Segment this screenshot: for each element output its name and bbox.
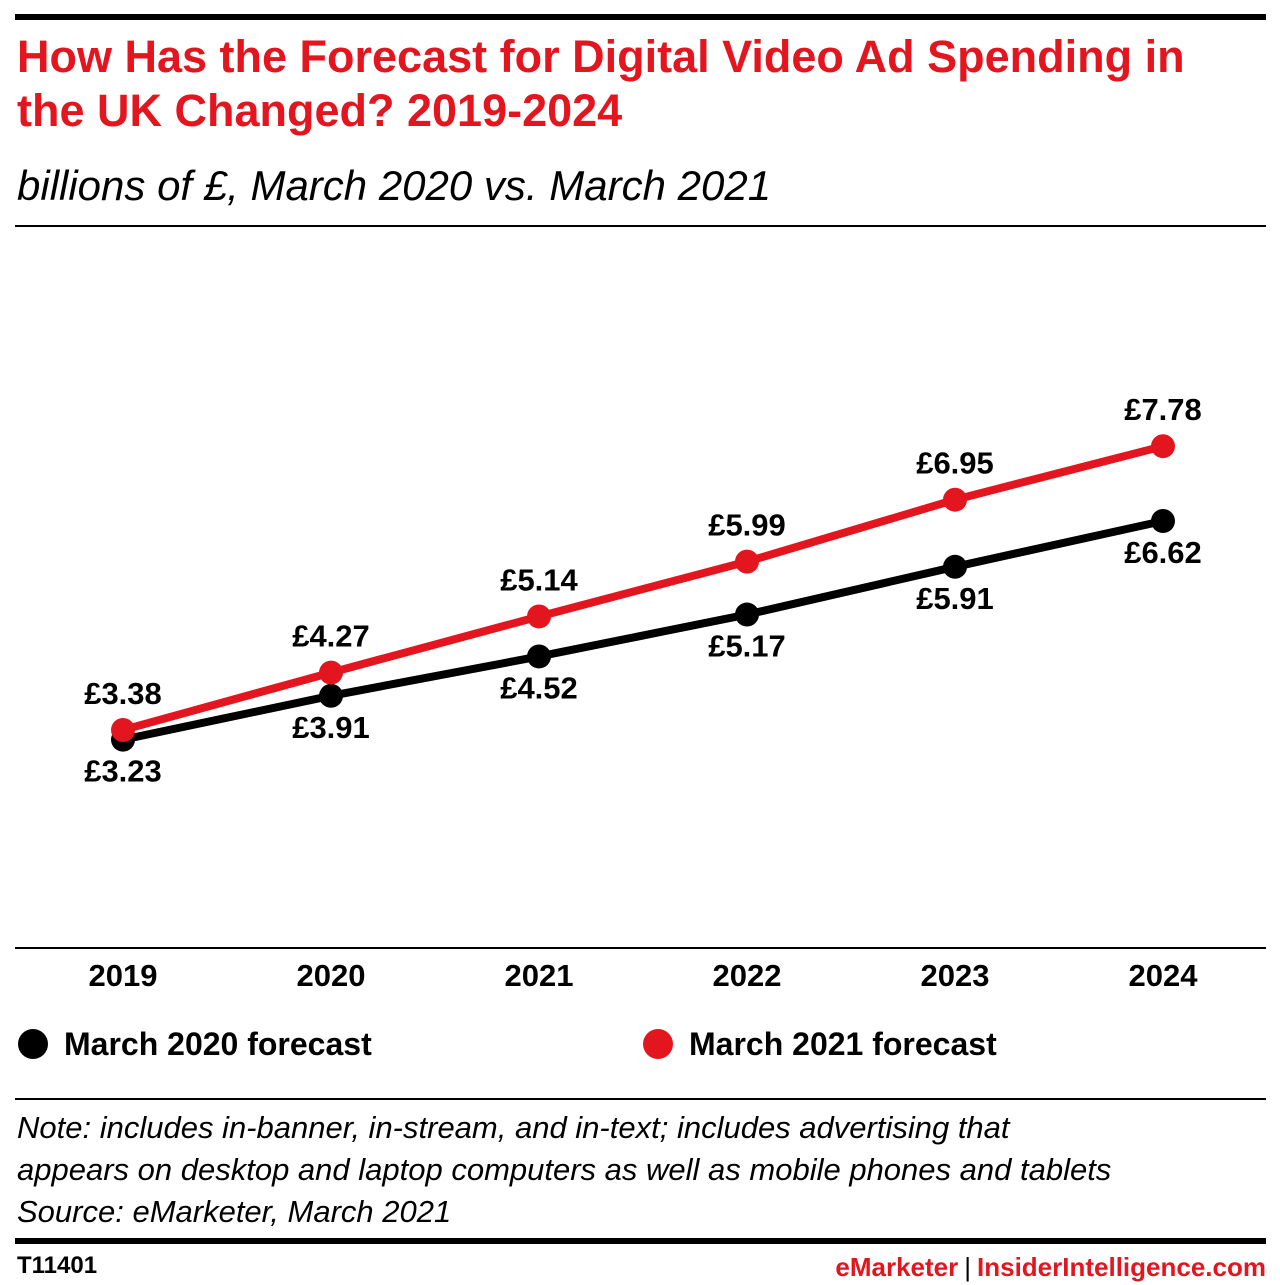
series-points bbox=[111, 434, 1175, 752]
legend-swatch-march-2021 bbox=[643, 1029, 673, 1059]
chart-subtitle: billions of £, March 2020 vs. March 2021 bbox=[17, 162, 772, 209]
x-tick-label-2024: 2024 bbox=[1129, 958, 1199, 993]
legend-label-march-2021: March 2021 forecast bbox=[689, 1025, 997, 1062]
data-label-march-2021-forecast-2022: £5.99 bbox=[708, 508, 786, 543]
chart-note: Note: includes in-banner, in-stream, and… bbox=[17, 1107, 1267, 1233]
x-tick-label-2021: 2021 bbox=[505, 958, 574, 993]
data-label-march-2021-forecast-2023: £6.95 bbox=[916, 446, 994, 481]
data-point-march-2020-forecast-2021 bbox=[527, 644, 551, 669]
x-tick-label-2020: 2020 bbox=[297, 958, 366, 993]
legend-item-march-2021: March 2021 forecast bbox=[643, 1024, 997, 1064]
source-line: Source: eMarketer, March 2021 bbox=[17, 1194, 452, 1229]
data-point-march-2021-forecast-2021 bbox=[527, 604, 551, 629]
brand-emarketer[interactable]: eMarketer bbox=[835, 1252, 959, 1282]
subtitle-rule bbox=[15, 225, 1266, 227]
x-tick-label-2022: 2022 bbox=[713, 958, 782, 993]
data-label-march-2020-forecast-2023: £5.91 bbox=[916, 581, 994, 616]
chart-id: T11401 bbox=[17, 1252, 98, 1279]
note-line-2: appears on desktop and laptop computers … bbox=[17, 1152, 1112, 1187]
data-label-march-2021-forecast-2019: £3.38 bbox=[84, 676, 162, 711]
data-label-march-2021-forecast-2024: £7.78 bbox=[1124, 392, 1202, 427]
data-label-march-2021-forecast-2020: £4.27 bbox=[292, 619, 370, 654]
data-point-march-2020-forecast-2020 bbox=[319, 683, 343, 708]
data-label-march-2020-forecast-2022: £5.17 bbox=[708, 629, 786, 664]
footer-rule bbox=[15, 1238, 1266, 1244]
chart-title: How Has the Forecast for Digital Video A… bbox=[17, 31, 1185, 136]
legend-swatch-march-2020 bbox=[18, 1029, 48, 1059]
series-line-march-2021-forecast bbox=[119, 442, 1167, 734]
x-axis-line bbox=[15, 947, 1266, 949]
data-point-march-2020-forecast-2022 bbox=[735, 602, 759, 627]
data-label-march-2020-forecast-2019: £3.23 bbox=[84, 754, 162, 789]
legend-item-march-2020: March 2020 forecast bbox=[18, 1024, 372, 1064]
data-point-march-2021-forecast-2022 bbox=[735, 549, 759, 574]
data-point-march-2020-forecast-2023 bbox=[943, 554, 967, 579]
data-point-march-2021-forecast-2024 bbox=[1151, 434, 1175, 459]
brand-footer: eMarketer | InsiderIntelligence.com bbox=[835, 1252, 1266, 1283]
brand-insider-intelligence[interactable]: InsiderIntelligence.com bbox=[977, 1252, 1266, 1282]
line-chart: £3.23 £3.91 £4.52 £5.17 £5.91 £6.62 £3.38 £4.27… bbox=[84, 392, 1202, 993]
note-rule bbox=[15, 1098, 1266, 1100]
legend-label-march-2020: March 2020 forecast bbox=[64, 1025, 372, 1062]
x-axis-ticks: 2019 2020 2021 2022 2023 2024 bbox=[89, 958, 1199, 993]
series-line-march-2020-forecast bbox=[119, 517, 1167, 744]
data-label-march-2021-forecast-2021: £5.14 bbox=[500, 562, 578, 597]
brand-separator: | bbox=[964, 1252, 972, 1282]
data-point-march-2021-forecast-2023 bbox=[943, 487, 967, 512]
data-label-march-2020-forecast-2024: £6.62 bbox=[1124, 535, 1202, 570]
data-point-march-2021-forecast-2020 bbox=[319, 660, 343, 685]
data-label-march-2020-forecast-2020: £3.91 bbox=[292, 710, 370, 745]
data-point-march-2020-forecast-2024 bbox=[1151, 509, 1175, 534]
top-rule bbox=[15, 14, 1266, 20]
x-tick-label-2023: 2023 bbox=[921, 958, 990, 993]
data-label-march-2020-forecast-2021: £4.52 bbox=[500, 670, 578, 705]
data-point-march-2021-forecast-2019 bbox=[111, 717, 135, 742]
data-labels: £3.23 £3.91 £4.52 £5.17 £5.91 £6.62 £3.38 £4.27… bbox=[84, 392, 1202, 788]
series-lines bbox=[119, 442, 1167, 744]
x-tick-label-2019: 2019 bbox=[89, 958, 158, 993]
note-line-1: Note: includes in-banner, in-stream, and… bbox=[17, 1110, 1010, 1145]
